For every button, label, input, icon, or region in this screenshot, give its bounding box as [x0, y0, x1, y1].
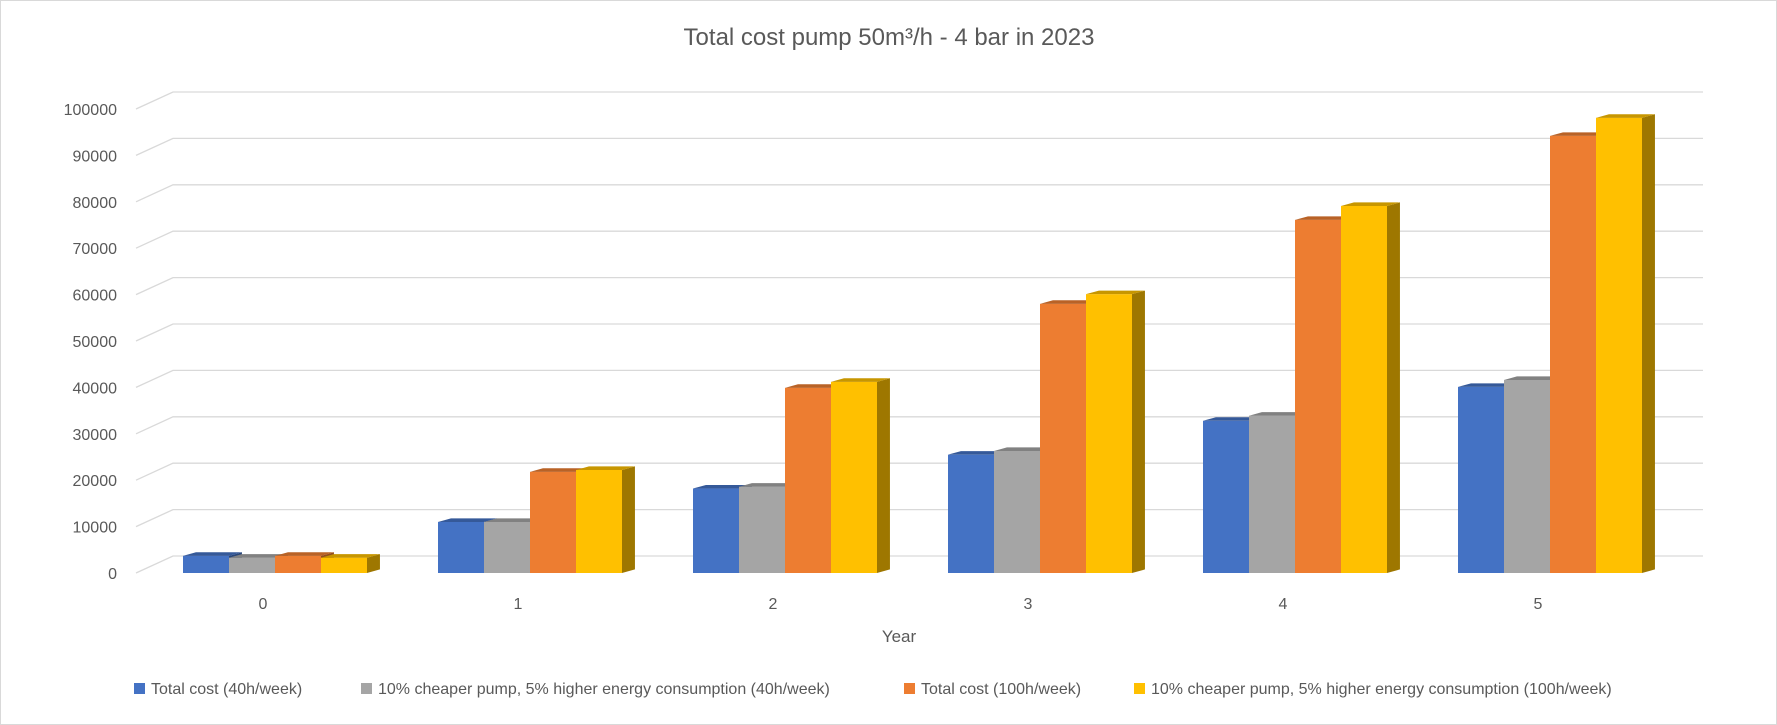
x-tick-label: 2 — [769, 596, 778, 613]
bar — [1086, 290, 1145, 573]
legend-item: Total cost (40h/week) — [134, 681, 302, 698]
legend-swatch — [904, 683, 915, 694]
legend-label: 10% cheaper pump, 5% higher energy consu… — [1151, 681, 1612, 698]
legend-label: Total cost (40h/week) — [151, 681, 302, 698]
x-tick-label: 0 — [259, 596, 268, 613]
y-axis-ticks: 0 10000 20000 30000 40000 50000 60000 70000 8000… — [64, 102, 117, 583]
x-axis-title: Year — [882, 627, 917, 646]
bar — [530, 468, 589, 573]
x-axis-ticks: 0 1 2 3 4 5 — [259, 596, 1543, 613]
x-tick-label: 3 — [1024, 596, 1033, 613]
y-tick-label: 50000 — [73, 334, 118, 351]
legend: Total cost (40h/week) 10% cheaper pump, 5… — [134, 681, 1612, 698]
y-tick-label: 20000 — [73, 473, 118, 490]
gridline — [135, 184, 1703, 203]
legend-label: Total cost (100h/week) — [921, 681, 1081, 698]
gridline — [135, 323, 1703, 342]
gridline — [135, 137, 1703, 156]
y-tick-label: 40000 — [73, 380, 118, 397]
gridline — [135, 276, 1703, 296]
y-tick-label: 90000 — [73, 148, 118, 165]
y-tick-label: 100000 — [64, 102, 117, 119]
legend-label: 10% cheaper pump, 5% higher energy consu… — [378, 681, 830, 698]
legend-item: 10% cheaper pump, 5% higher energy consu… — [1134, 681, 1612, 698]
gridline — [135, 555, 1703, 574]
gridlines — [135, 91, 1703, 574]
y-tick-label: 10000 — [73, 520, 118, 537]
bar — [321, 554, 380, 573]
gridline — [135, 230, 1703, 249]
y-tick-label: 60000 — [73, 288, 118, 305]
bars — [183, 114, 1655, 574]
bar — [831, 378, 890, 573]
x-tick-label: 4 — [1279, 596, 1288, 613]
y-tick-label: 70000 — [73, 241, 118, 258]
y-tick-label: 30000 — [73, 427, 118, 444]
gridline — [135, 508, 1703, 528]
bar — [1596, 114, 1655, 573]
y-tick-label: 80000 — [73, 195, 118, 212]
y-tick-label: 0 — [108, 566, 117, 583]
gridline — [135, 91, 1703, 110]
legend-item: 10% cheaper pump, 5% higher energy consu… — [361, 681, 830, 698]
legend-swatch — [1134, 683, 1145, 694]
bar — [1341, 202, 1400, 573]
bar — [576, 466, 635, 573]
gridline — [135, 369, 1703, 388]
x-tick-label: 5 — [1534, 596, 1543, 613]
gridline — [135, 416, 1703, 435]
legend-swatch — [361, 683, 372, 694]
legend-item: Total cost (100h/week) — [904, 681, 1081, 698]
legend-swatch — [134, 683, 145, 694]
gridline — [135, 462, 1703, 481]
x-tick-label: 1 — [514, 596, 523, 613]
chart-title: Total cost pump 50m³/h - 4 bar in 2023 — [684, 24, 1095, 51]
